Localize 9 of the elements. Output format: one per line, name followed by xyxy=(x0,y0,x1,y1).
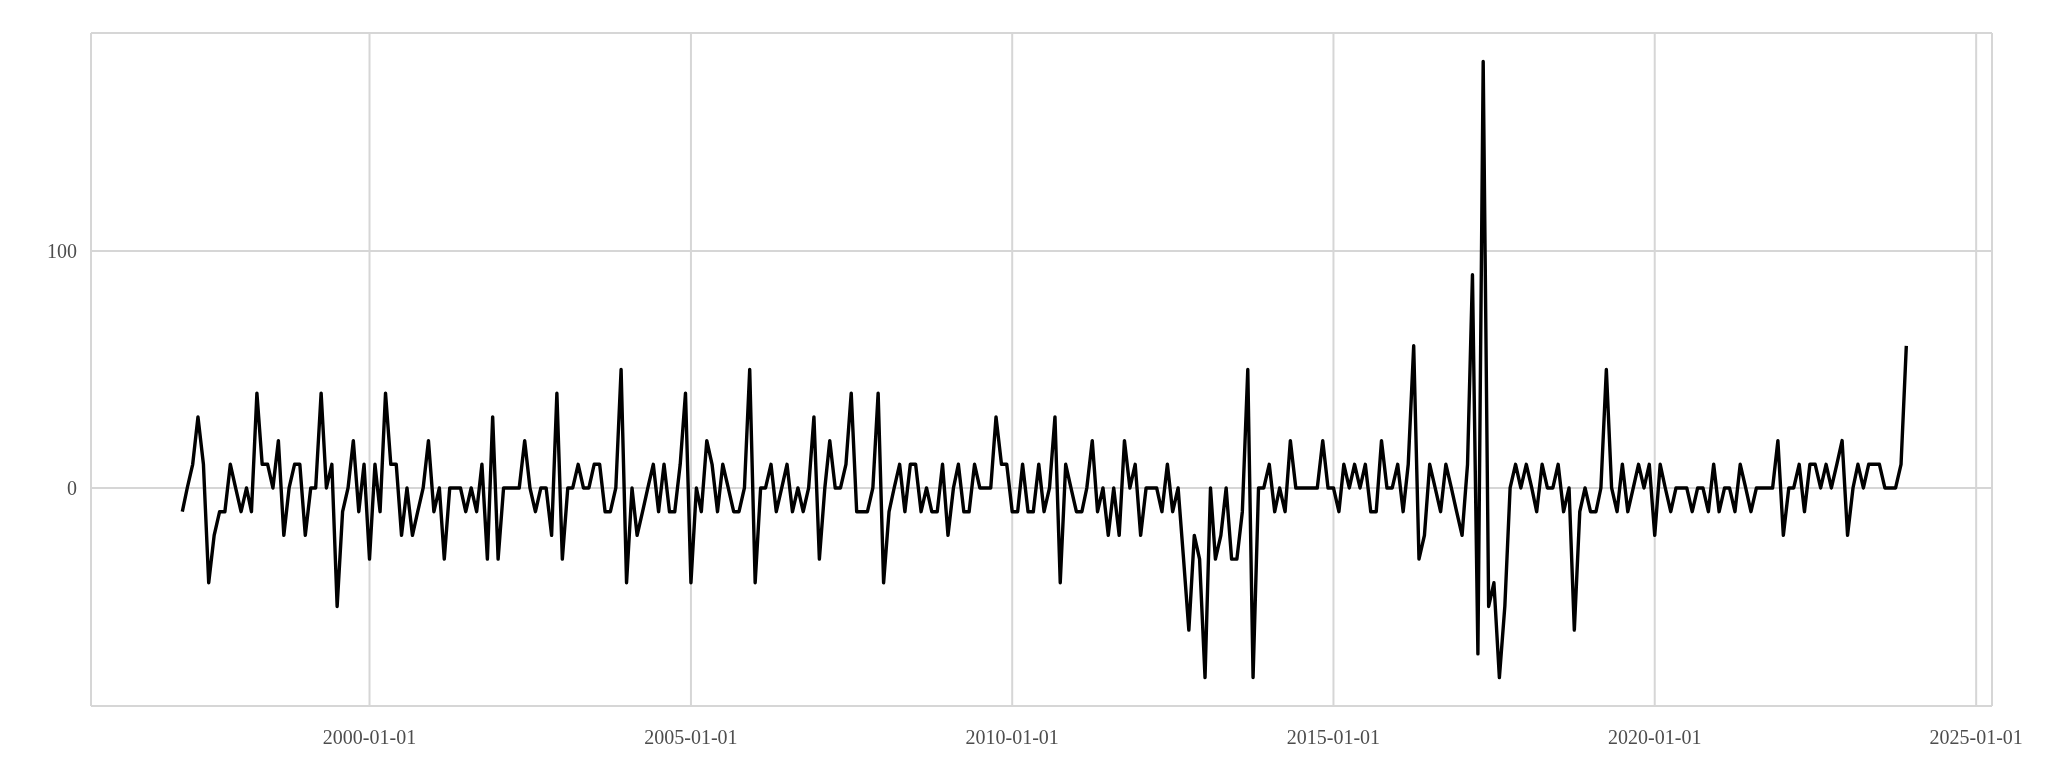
y-tick-label: 100 xyxy=(47,240,77,263)
x-tick-label: 2025-01-01 xyxy=(1929,726,2023,749)
x-tick-label: 2000-01-01 xyxy=(322,726,417,749)
x-tick-label: 2020-01-01 xyxy=(1608,726,1702,749)
x-tick-label: 2010-01-01 xyxy=(965,726,1059,749)
x-tick-label: 2005-01-01 xyxy=(644,726,738,749)
y-tick-label: 0 xyxy=(67,477,77,500)
line-series xyxy=(180,59,1909,680)
x-tick-label: 2015-01-01 xyxy=(1286,726,1381,749)
